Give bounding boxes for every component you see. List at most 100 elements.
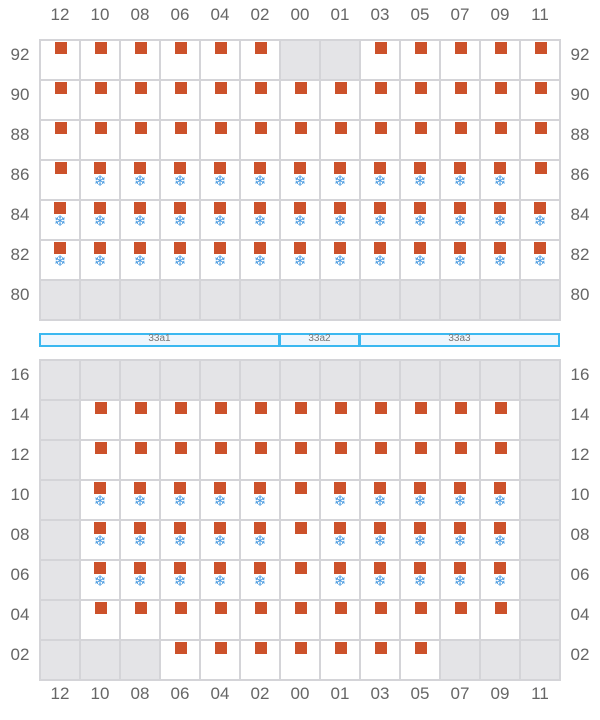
slot-90-01[interactable] (321, 81, 361, 121)
slot-12-10[interactable] (81, 441, 121, 481)
slot-88-09[interactable] (481, 121, 521, 161)
slot-88-06[interactable] (161, 121, 201, 161)
slot-14-04[interactable] (201, 401, 241, 441)
slot-86-04[interactable]: ❄ (201, 161, 241, 201)
slot-08-04[interactable]: ❄ (201, 521, 241, 561)
slot-90-11[interactable] (521, 81, 561, 121)
slot-82-12[interactable]: ❄ (41, 241, 81, 281)
slot-06-03[interactable]: ❄ (361, 561, 401, 601)
slot-08-01[interactable]: ❄ (321, 521, 361, 561)
slot-04-04[interactable] (201, 601, 241, 641)
slot-14-06[interactable] (161, 401, 201, 441)
slot-14-03[interactable] (361, 401, 401, 441)
slot-02-01[interactable] (321, 641, 361, 681)
slot-86-00[interactable]: ❄ (281, 161, 321, 201)
slot-84-12[interactable]: ❄ (41, 201, 81, 241)
slot-84-01[interactable]: ❄ (321, 201, 361, 241)
slot-10-00[interactable] (281, 481, 321, 521)
slot-12-05[interactable] (401, 441, 441, 481)
slot-08-06[interactable]: ❄ (161, 521, 201, 561)
slot-04-08[interactable] (121, 601, 161, 641)
slot-08-07[interactable]: ❄ (441, 521, 481, 561)
slot-82-01[interactable]: ❄ (321, 241, 361, 281)
slot-90-00[interactable] (281, 81, 321, 121)
slot-10-02[interactable]: ❄ (241, 481, 281, 521)
slot-92-02[interactable] (241, 41, 281, 81)
slot-86-12[interactable] (41, 161, 81, 201)
slot-82-05[interactable]: ❄ (401, 241, 441, 281)
slot-90-09[interactable] (481, 81, 521, 121)
slot-06-09[interactable]: ❄ (481, 561, 521, 601)
slot-12-07[interactable] (441, 441, 481, 481)
slot-12-04[interactable] (201, 441, 241, 481)
slot-10-06[interactable]: ❄ (161, 481, 201, 521)
slot-02-05[interactable] (401, 641, 441, 681)
slot-08-10[interactable]: ❄ (81, 521, 121, 561)
slot-06-08[interactable]: ❄ (121, 561, 161, 601)
slot-08-03[interactable]: ❄ (361, 521, 401, 561)
slot-88-04[interactable] (201, 121, 241, 161)
slot-10-01[interactable]: ❄ (321, 481, 361, 521)
slot-84-04[interactable]: ❄ (201, 201, 241, 241)
slot-12-09[interactable] (481, 441, 521, 481)
slot-86-03[interactable]: ❄ (361, 161, 401, 201)
slot-84-03[interactable]: ❄ (361, 201, 401, 241)
bay-label[interactable]: 33a3 (359, 333, 560, 347)
slot-10-08[interactable]: ❄ (121, 481, 161, 521)
slot-88-02[interactable] (241, 121, 281, 161)
slot-02-02[interactable] (241, 641, 281, 681)
slot-84-11[interactable]: ❄ (521, 201, 561, 241)
slot-10-09[interactable]: ❄ (481, 481, 521, 521)
slot-04-00[interactable] (281, 601, 321, 641)
slot-86-10[interactable]: ❄ (81, 161, 121, 201)
slot-90-05[interactable] (401, 81, 441, 121)
bay-label[interactable]: 33a1 (39, 333, 280, 347)
slot-12-00[interactable] (281, 441, 321, 481)
slot-84-07[interactable]: ❄ (441, 201, 481, 241)
slot-90-07[interactable] (441, 81, 481, 121)
slot-88-12[interactable] (41, 121, 81, 161)
slot-86-02[interactable]: ❄ (241, 161, 281, 201)
slot-90-03[interactable] (361, 81, 401, 121)
slot-92-04[interactable] (201, 41, 241, 81)
slot-92-06[interactable] (161, 41, 201, 81)
slot-84-05[interactable]: ❄ (401, 201, 441, 241)
slot-82-08[interactable]: ❄ (121, 241, 161, 281)
slot-08-09[interactable]: ❄ (481, 521, 521, 561)
slot-14-00[interactable] (281, 401, 321, 441)
slot-06-00[interactable] (281, 561, 321, 601)
slot-10-05[interactable]: ❄ (401, 481, 441, 521)
slot-92-08[interactable] (121, 41, 161, 81)
slot-14-10[interactable] (81, 401, 121, 441)
slot-14-08[interactable] (121, 401, 161, 441)
slot-90-10[interactable] (81, 81, 121, 121)
slot-02-00[interactable] (281, 641, 321, 681)
slot-82-06[interactable]: ❄ (161, 241, 201, 281)
bay-label[interactable]: 33a2 (279, 333, 360, 347)
slot-82-09[interactable]: ❄ (481, 241, 521, 281)
slot-88-11[interactable] (521, 121, 561, 161)
slot-14-09[interactable] (481, 401, 521, 441)
slot-02-03[interactable] (361, 641, 401, 681)
slot-86-01[interactable]: ❄ (321, 161, 361, 201)
slot-88-07[interactable] (441, 121, 481, 161)
slot-82-11[interactable]: ❄ (521, 241, 561, 281)
slot-86-11[interactable] (521, 161, 561, 201)
slot-82-04[interactable]: ❄ (201, 241, 241, 281)
slot-06-01[interactable]: ❄ (321, 561, 361, 601)
slot-04-05[interactable] (401, 601, 441, 641)
slot-88-01[interactable] (321, 121, 361, 161)
slot-10-04[interactable]: ❄ (201, 481, 241, 521)
slot-82-07[interactable]: ❄ (441, 241, 481, 281)
slot-12-06[interactable] (161, 441, 201, 481)
slot-92-03[interactable] (361, 41, 401, 81)
slot-04-01[interactable] (321, 601, 361, 641)
slot-14-01[interactable] (321, 401, 361, 441)
slot-84-00[interactable]: ❄ (281, 201, 321, 241)
slot-04-10[interactable] (81, 601, 121, 641)
slot-84-08[interactable]: ❄ (121, 201, 161, 241)
slot-02-04[interactable] (201, 641, 241, 681)
slot-92-07[interactable] (441, 41, 481, 81)
slot-12-08[interactable] (121, 441, 161, 481)
slot-92-11[interactable] (521, 41, 561, 81)
